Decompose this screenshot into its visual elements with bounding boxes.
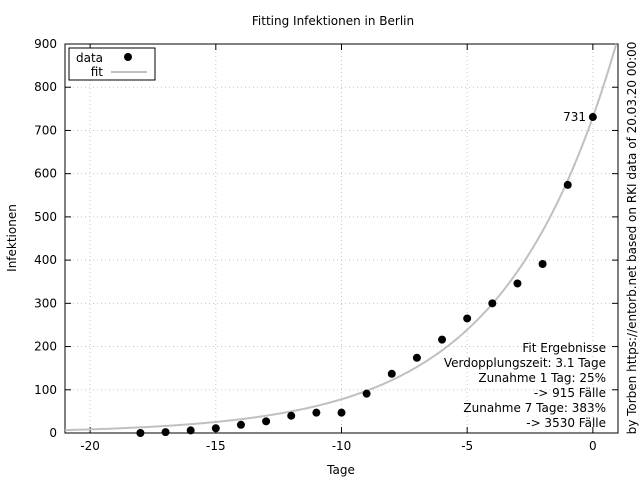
legend-marker-data: [124, 53, 132, 61]
data-point: [186, 426, 195, 435]
fit-results: Fit Ergebnisse Verdopplungszeit: 3.1 Tag…: [444, 341, 606, 430]
data-point: [287, 411, 296, 420]
data-point: [538, 260, 547, 269]
data-point: [387, 369, 396, 378]
data-point: [463, 314, 472, 323]
y-tick-label: 200: [34, 340, 57, 354]
chart-title: Fitting Infektionen in Berlin: [252, 14, 414, 28]
x-tick-label: -10: [332, 439, 352, 453]
fit-line-4: -> 915 Fälle: [534, 386, 606, 400]
x-tick-label: -5: [461, 439, 473, 453]
data-point: [161, 428, 170, 437]
y-axis-label: Infektionen: [5, 204, 19, 272]
fit-line-3: Zunahme 1 Tag: 25%: [478, 371, 606, 385]
point-label-731: 731: [563, 110, 586, 124]
legend: data fit: [68, 47, 156, 81]
data-point: [563, 180, 572, 189]
data-point: [136, 429, 145, 437]
y-tick-label: 900: [34, 37, 57, 51]
y-tick-label: 800: [34, 80, 57, 94]
fit-line-5: Zunahme 7 Tage: 383%: [463, 401, 606, 415]
y-tick-label: 0: [49, 426, 57, 440]
data-point: [412, 353, 421, 362]
x-axis-label: Tage: [326, 463, 355, 477]
legend-label-fit: fit: [91, 65, 104, 79]
y-tick-label: 100: [34, 383, 57, 397]
data-point: [362, 389, 371, 398]
fit-line-2: Verdopplungszeit: 3.1 Tage: [444, 356, 606, 370]
y-tick-label: 500: [34, 210, 57, 224]
data-point: [337, 408, 346, 417]
legend-label-data: data: [76, 51, 103, 65]
x-tick-label: -15: [206, 439, 226, 453]
data-point: [236, 420, 245, 429]
x-tick-label: -20: [80, 439, 100, 453]
axis-ticks: 0 100 200 300 400 500 600 700 800 900 -20 -15 -10 -5 0: [34, 37, 618, 453]
data-points: [136, 113, 597, 437]
y-tick-label: 700: [34, 123, 57, 137]
data-point: [438, 335, 447, 344]
fit-curve: [64, 43, 618, 432]
y-tick-label: 400: [34, 253, 57, 267]
data-point: [262, 417, 271, 426]
fit-line-1: Fit Ergebnisse: [522, 341, 606, 355]
data-point: [588, 113, 597, 122]
y-tick-label: 300: [34, 296, 57, 310]
data-point: [211, 424, 220, 433]
source-label: by Torben https://entorb.net based on RK…: [625, 42, 639, 435]
grid: [65, 44, 618, 433]
data-point: [488, 299, 497, 308]
fit-line-6: -> 3530 Fälle: [526, 416, 606, 430]
data-point: [513, 279, 522, 288]
y-tick-label: 600: [34, 167, 57, 181]
x-tick-label: 0: [589, 439, 597, 453]
legend-box: [68, 47, 156, 81]
data-point: [312, 408, 321, 417]
